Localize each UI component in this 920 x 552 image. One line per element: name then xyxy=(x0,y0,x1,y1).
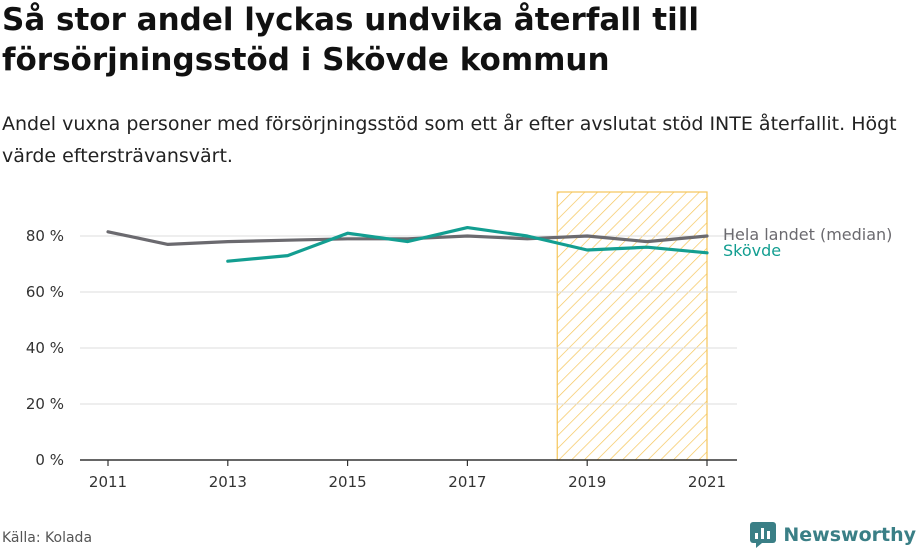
brand-name: Newsworthy xyxy=(783,524,916,546)
y-tick-label: 40 % xyxy=(26,339,64,357)
series-line-hela-landet xyxy=(106,230,709,246)
series-label: Skövde xyxy=(723,241,781,260)
x-tick-label: 2019 xyxy=(568,473,606,491)
x-tick-label: 2015 xyxy=(329,473,367,491)
y-tick-label: 20 % xyxy=(26,395,64,413)
x-tick-label: 2017 xyxy=(448,473,486,491)
highlight-period xyxy=(556,191,708,461)
series-label: Hela landet (median) xyxy=(723,225,892,244)
chart-title: Så stor andel lyckas undvika återfall ti… xyxy=(2,2,699,78)
y-tick-label: 0 % xyxy=(35,451,64,469)
series-line-skovde xyxy=(226,226,709,263)
source-note: Källa: Kolada xyxy=(2,530,93,546)
brand-logo: Newsworthy xyxy=(749,520,916,550)
x-tick-label: 2013 xyxy=(209,473,247,491)
y-tick-label: 60 % xyxy=(26,283,64,301)
y-tick-label: 80 % xyxy=(26,227,64,245)
chart-subtitle: Andel vuxna personer med försörjningsstö… xyxy=(2,113,897,167)
x-tick-label: 2011 xyxy=(89,473,127,491)
x-tick-label: 2021 xyxy=(688,473,726,491)
newsworthy-logo-icon xyxy=(750,522,777,548)
